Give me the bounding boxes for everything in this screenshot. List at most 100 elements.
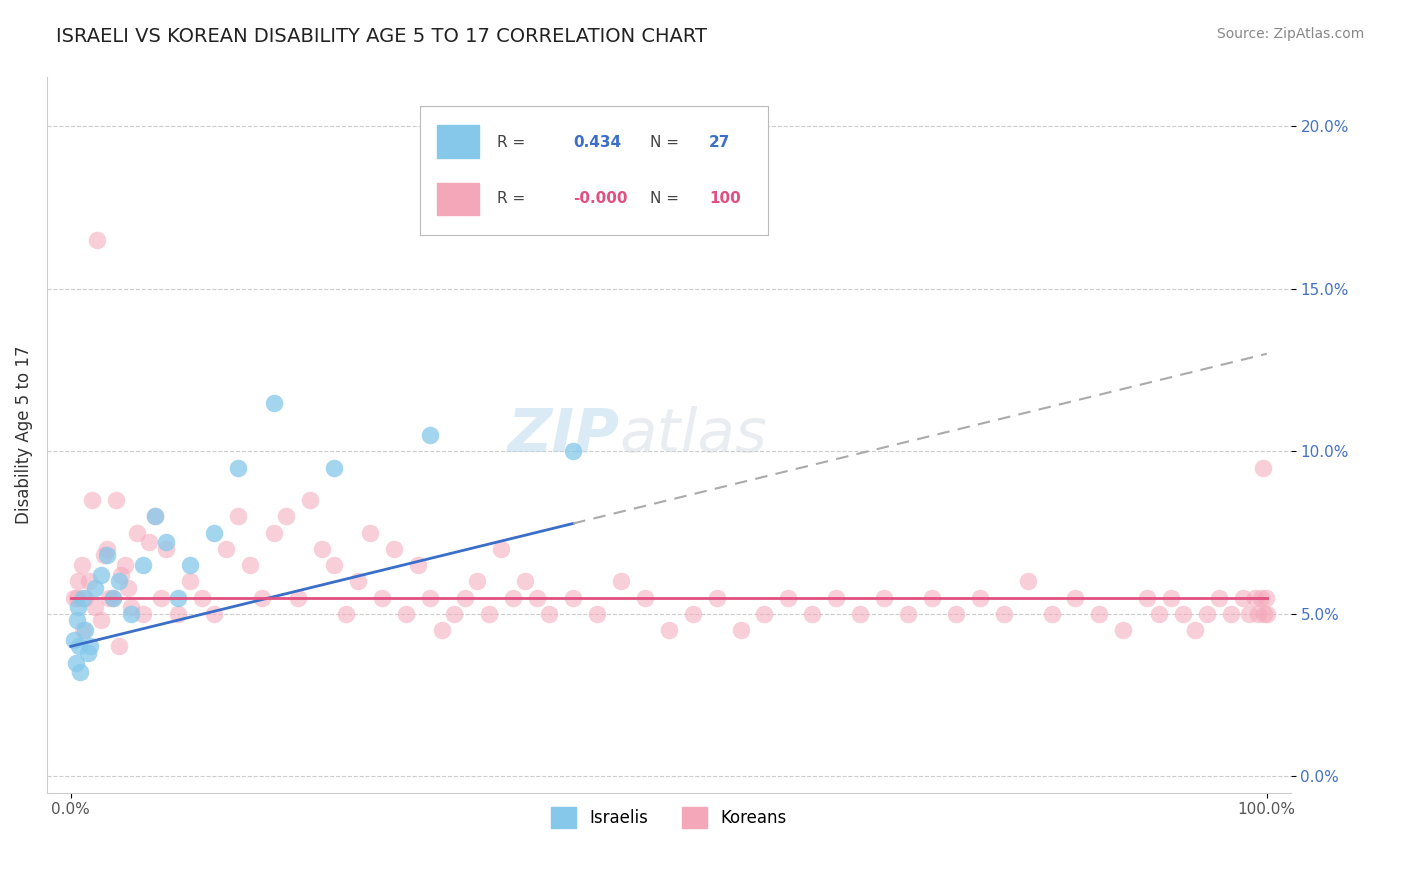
Point [79,640,101,654]
Point [347,574,370,589]
Point [1232,591,1254,605]
Point [1195,607,1218,621]
Point [562,444,585,458]
Point [72,623,94,637]
Point [69,665,91,680]
Legend: Israelis, Koreans: Israelis, Koreans [544,801,793,834]
Point [298,493,321,508]
Point [491,541,513,556]
Point [849,607,872,621]
Point [1219,607,1241,621]
Point [335,607,357,621]
Point [658,623,681,637]
Point [239,558,262,573]
Point [371,591,394,605]
Point [730,623,752,637]
Point [1017,574,1039,589]
Point [1208,591,1230,605]
Point [70,558,93,573]
Point [1247,607,1270,621]
Point [1250,591,1272,605]
Point [1147,607,1170,621]
Point [454,591,477,605]
Point [66,574,89,589]
Point [993,607,1015,621]
Point [323,558,346,573]
Point [945,607,967,621]
Point [419,591,441,605]
Point [921,591,943,605]
Point [538,607,561,621]
Point [825,591,848,605]
Point [1184,623,1206,637]
Point [83,600,105,615]
Point [359,525,381,540]
Point [250,591,273,605]
Point [419,428,441,442]
Point [1171,607,1194,621]
Point [179,558,201,573]
Point [1160,591,1182,605]
Point [179,574,201,589]
Point [1040,607,1063,621]
Point [149,591,172,605]
Point [502,591,524,605]
Point [72,591,94,605]
Point [406,558,429,573]
Point [66,591,89,605]
Point [515,574,537,589]
Point [76,646,98,660]
Y-axis label: Disability Age 5 to 17: Disability Age 5 to 17 [15,346,32,524]
Point [143,509,166,524]
Point [443,607,465,621]
Point [1136,591,1159,605]
Point [131,558,153,573]
Point [1256,607,1278,621]
Point [395,607,418,621]
Point [114,558,136,573]
Text: ZIP: ZIP [508,406,619,465]
Point [110,567,132,582]
Point [96,541,118,556]
Point [117,581,139,595]
Point [155,541,177,556]
Point [969,591,991,605]
Point [82,493,104,508]
Point [90,567,112,582]
Text: ISRAELI VS KOREAN DISABILITY AGE 5 TO 17 CORRELATION CHART: ISRAELI VS KOREAN DISABILITY AGE 5 TO 17… [56,27,707,45]
Point [131,607,153,621]
Point [801,607,824,621]
Point [382,541,405,556]
Point [430,623,453,637]
Point [263,395,285,409]
Point [167,591,190,605]
Point [682,607,704,621]
Point [778,591,800,605]
Point [86,233,108,247]
Point [83,581,105,595]
Point [754,607,776,621]
Point [1112,623,1135,637]
Point [226,460,249,475]
Point [125,525,148,540]
Point [93,549,115,563]
Point [1064,591,1087,605]
Point [107,574,129,589]
Point [478,607,501,621]
Point [138,535,160,549]
Point [105,493,128,508]
Point [1253,607,1275,621]
Point [562,591,585,605]
Point [1254,591,1277,605]
Point [75,623,97,637]
Point [323,460,346,475]
Point [586,607,609,621]
Point [101,591,124,605]
Point [66,600,89,615]
Point [120,607,142,621]
Point [311,541,333,556]
Point [67,640,90,654]
Point [215,541,238,556]
Point [873,591,896,605]
Point [1088,607,1111,621]
